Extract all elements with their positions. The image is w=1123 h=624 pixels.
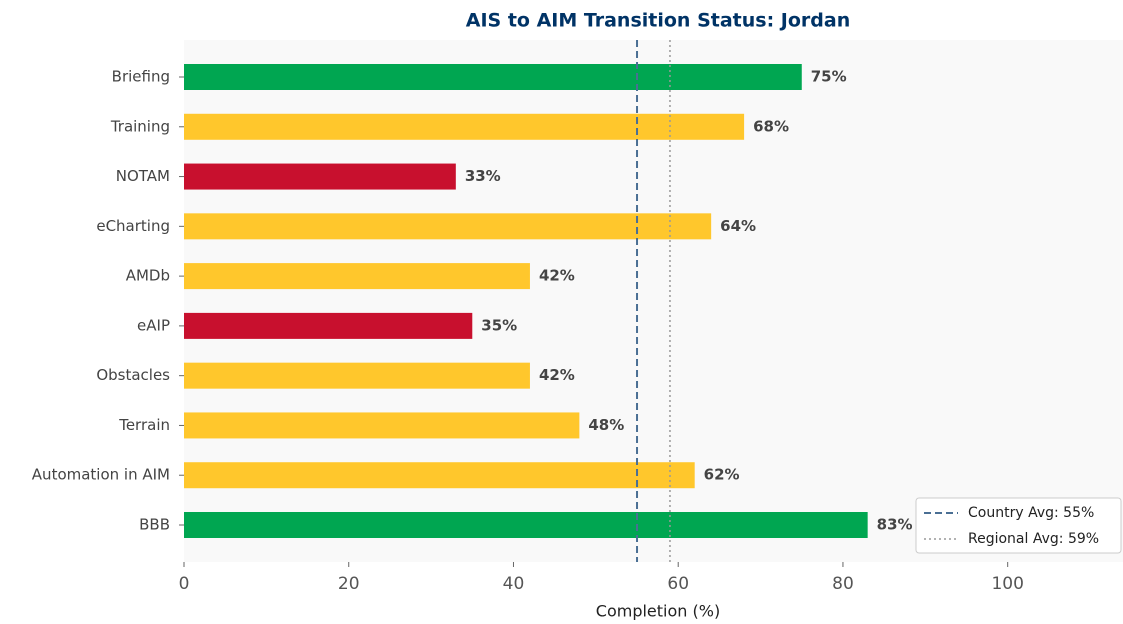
x-tick-label: 60 — [667, 574, 689, 594]
x-tick-label: 0 — [179, 574, 190, 594]
value-label: 64% — [720, 217, 756, 235]
legend-box — [915, 497, 1122, 554]
y-tick-label: Training — [110, 117, 170, 135]
y-tick-label: Automation in AIM — [32, 466, 170, 484]
bar — [184, 64, 802, 90]
y-tick-label: Obstacles — [96, 366, 170, 384]
bar — [184, 412, 580, 439]
bar — [184, 462, 695, 489]
bar — [184, 512, 868, 538]
value-label: 33% — [465, 167, 501, 185]
y-tick-label: Briefing — [112, 68, 170, 86]
bar — [184, 163, 456, 190]
x-tick-label: 40 — [503, 574, 525, 594]
bar — [184, 312, 473, 339]
value-label: 62% — [704, 466, 740, 484]
value-label: 83% — [877, 516, 913, 534]
x-tick-label: 100 — [991, 574, 1023, 594]
value-label: 68% — [753, 117, 789, 135]
x-tick-label: 20 — [338, 574, 360, 594]
legend-label: Country Avg: 55% — [968, 505, 1094, 521]
y-tick-label: Terrain — [118, 416, 170, 434]
value-label: 42% — [539, 366, 575, 384]
bar — [184, 263, 530, 290]
value-label: 48% — [588, 416, 624, 434]
y-tick-label: eAIP — [137, 316, 170, 334]
x-tick-label: 80 — [832, 574, 854, 594]
y-tick-label: AMDb — [126, 267, 170, 285]
value-label: 75% — [811, 68, 847, 86]
bar — [184, 113, 745, 140]
bar — [184, 213, 712, 240]
value-label: 42% — [539, 267, 575, 285]
y-tick-label: eCharting — [96, 217, 170, 235]
y-tick-label: NOTAM — [116, 167, 170, 185]
value-label: 35% — [481, 316, 517, 334]
bar — [184, 362, 530, 389]
chart-title: AIS to AIM Transition Status: Jordan — [466, 10, 850, 32]
y-tick-label: BBB — [139, 516, 170, 534]
x-axis-label: Completion (%) — [596, 602, 720, 621]
legend-label: Regional Avg: 59% — [968, 531, 1099, 547]
